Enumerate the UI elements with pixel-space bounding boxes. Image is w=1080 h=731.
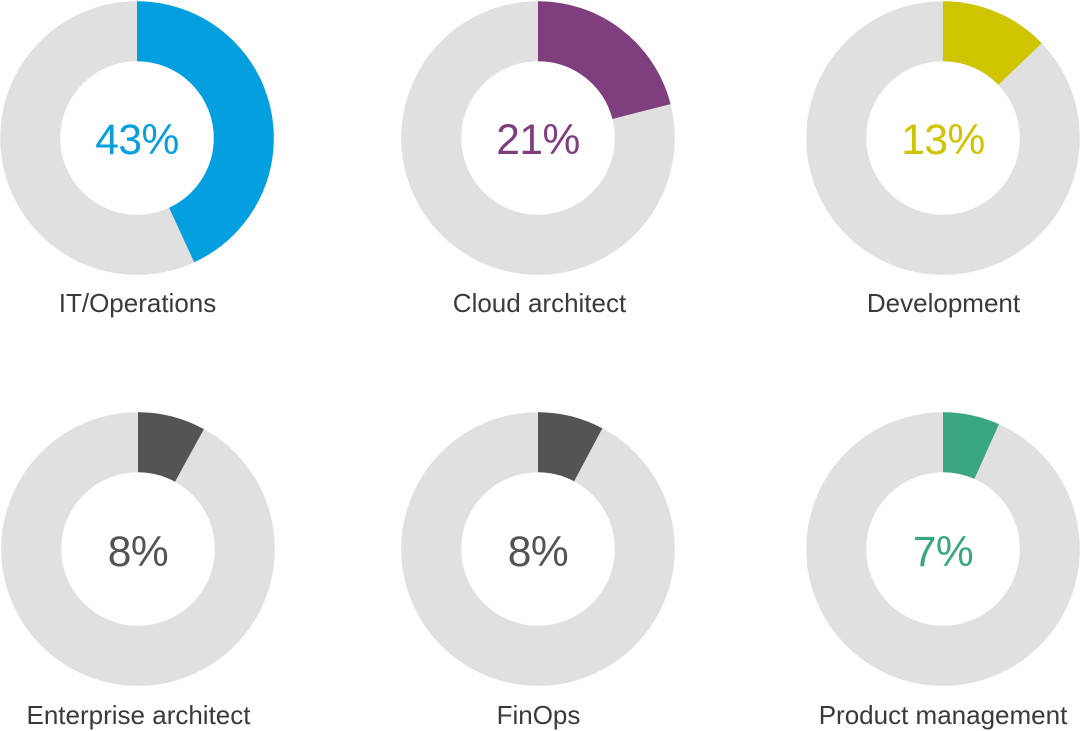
svg-text:8%: 8% bbox=[108, 529, 168, 576]
svg-text:43%: 43% bbox=[95, 117, 179, 164]
svg-text:7%: 7% bbox=[912, 529, 972, 576]
svg-text:13%: 13% bbox=[901, 117, 985, 164]
svg-text:8%: 8% bbox=[508, 529, 568, 576]
svg-text:21%: 21% bbox=[496, 117, 580, 164]
